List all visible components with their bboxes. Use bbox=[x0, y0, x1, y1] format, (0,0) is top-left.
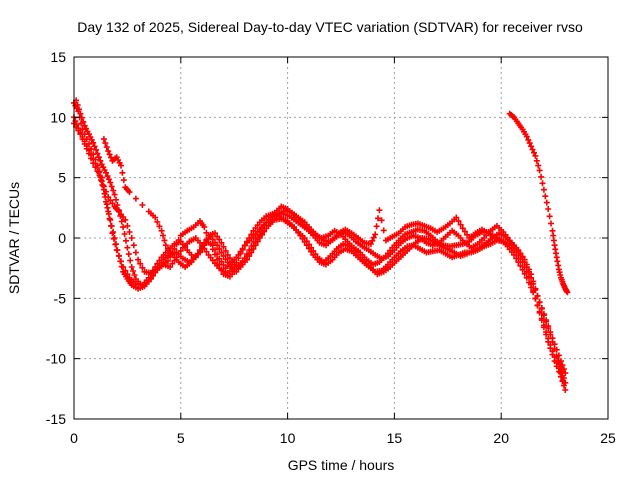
series-track-a bbox=[71, 99, 569, 393]
marker-track-f bbox=[506, 110, 571, 296]
x-tick-label: 25 bbox=[600, 430, 616, 446]
y-tick-label: 5 bbox=[58, 170, 66, 186]
grid-lines bbox=[74, 57, 608, 419]
x-tick-label: 20 bbox=[493, 430, 509, 446]
series-track-f bbox=[506, 110, 571, 296]
chart-title: Day 132 of 2025, Sidereal Day-to-day VTE… bbox=[77, 19, 583, 35]
data-markers bbox=[71, 97, 571, 393]
y-axis-label: SDTVAR / TECUs bbox=[6, 182, 22, 294]
y-tick-label: -5 bbox=[54, 290, 67, 306]
x-tick-label: 15 bbox=[387, 430, 403, 446]
marker-track-b bbox=[71, 120, 567, 384]
marker-track-e bbox=[100, 136, 505, 275]
series-track-b bbox=[71, 120, 567, 384]
marker-track-a bbox=[71, 99, 569, 393]
x-tick-label: 10 bbox=[280, 430, 296, 446]
axis-ticks: 0 5 10 15 20 25 -15 -10 -5 0 5 10 15 bbox=[46, 49, 616, 446]
x-tick-label: 5 bbox=[177, 430, 185, 446]
y-tick-label: 15 bbox=[50, 49, 66, 65]
marker-track-d bbox=[73, 97, 569, 386]
series-track-e bbox=[100, 136, 505, 275]
y-tick-label: -10 bbox=[46, 351, 66, 367]
y-tick-label: -15 bbox=[46, 411, 66, 427]
x-axis-label: GPS time / hours bbox=[288, 457, 395, 473]
y-tick-label: 10 bbox=[50, 109, 66, 125]
x-tick-label: 0 bbox=[70, 430, 78, 446]
series-track-d bbox=[73, 97, 569, 386]
y-tick-label: 0 bbox=[58, 230, 66, 246]
